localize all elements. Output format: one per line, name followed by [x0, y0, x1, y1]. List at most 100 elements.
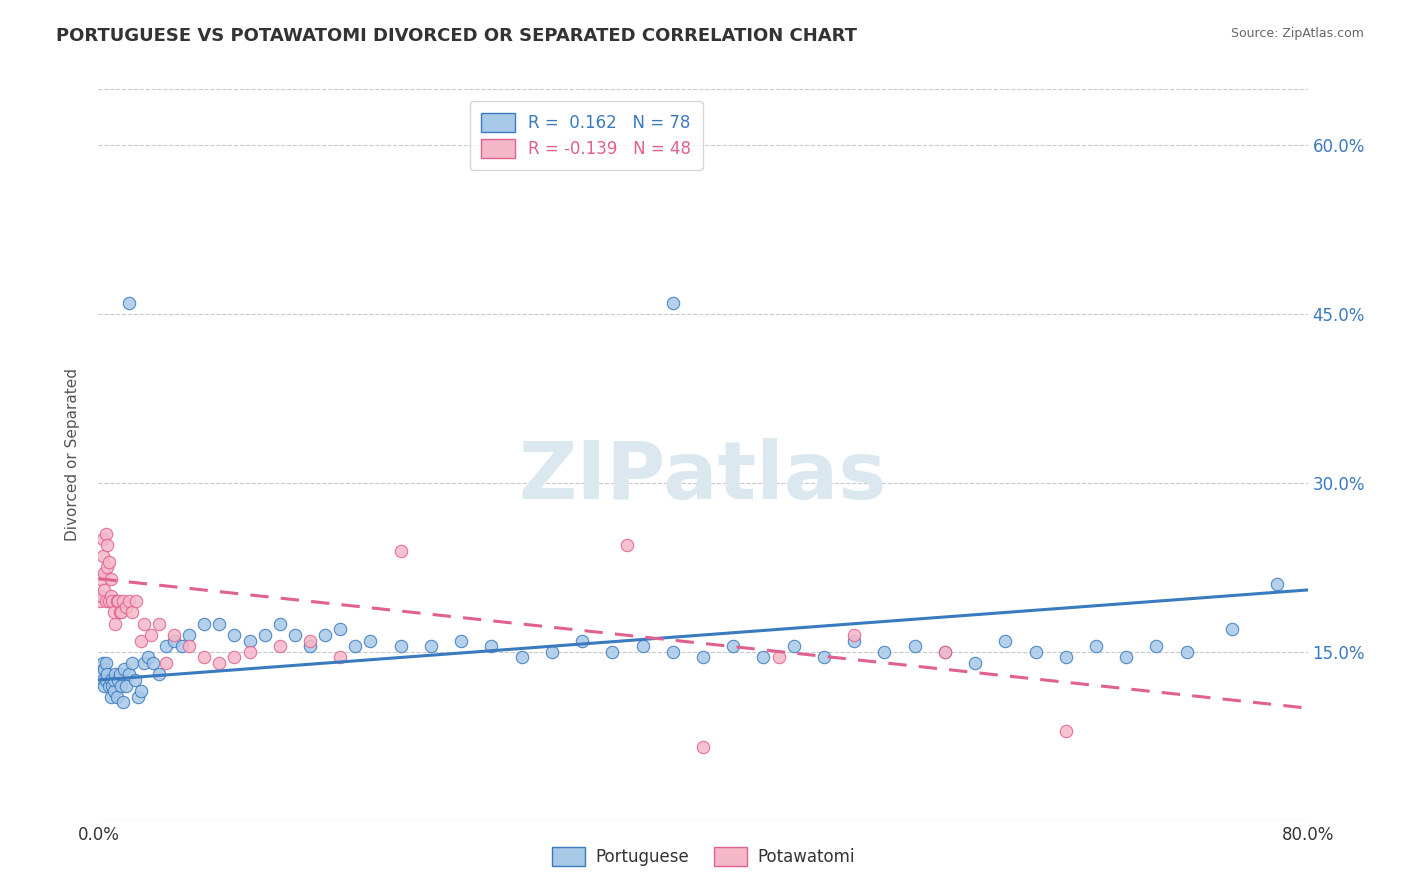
Point — [101, 679, 124, 693]
Point — [269, 616, 291, 631]
Point — [90, 572, 112, 586]
Point — [93, 679, 115, 693]
Point — [208, 616, 231, 631]
Point — [692, 740, 714, 755]
Point — [132, 616, 155, 631]
Point — [91, 549, 114, 564]
Point — [602, 645, 624, 659]
Point — [314, 628, 336, 642]
Point — [90, 667, 112, 681]
Point — [692, 650, 714, 665]
Point — [1085, 639, 1108, 653]
Point — [329, 650, 352, 665]
Text: ZIPatlas: ZIPatlas — [519, 438, 887, 516]
Point — [1144, 639, 1167, 653]
Point — [91, 656, 114, 670]
Point — [179, 639, 201, 653]
Point — [239, 633, 262, 648]
Point — [329, 623, 352, 637]
Point — [100, 572, 122, 586]
Point — [93, 582, 115, 597]
Point — [132, 656, 155, 670]
Point — [193, 650, 215, 665]
Point — [768, 650, 790, 665]
Y-axis label: Divorced or Separated: Divorced or Separated — [65, 368, 80, 541]
Point — [904, 639, 927, 653]
Point — [844, 633, 866, 648]
Point — [1054, 723, 1077, 738]
Point — [344, 639, 367, 653]
Point — [420, 639, 443, 653]
Point — [170, 639, 193, 653]
Point — [631, 639, 654, 653]
Point — [224, 650, 246, 665]
Point — [114, 679, 136, 693]
Point — [752, 650, 775, 665]
Point — [121, 606, 143, 620]
Point — [450, 633, 472, 648]
Point — [118, 667, 141, 681]
Point — [934, 645, 956, 659]
Point — [783, 639, 806, 653]
Point — [107, 594, 129, 608]
Point — [360, 633, 382, 648]
Point — [98, 594, 121, 608]
Text: PORTUGUESE VS POTAWATOMI DIVORCED OR SEPARATED CORRELATION CHART: PORTUGUESE VS POTAWATOMI DIVORCED OR SEP… — [56, 27, 858, 45]
Point — [142, 656, 165, 670]
Point — [481, 639, 503, 653]
Point — [389, 639, 412, 653]
Point — [100, 589, 122, 603]
Point — [100, 673, 122, 687]
Point — [125, 594, 148, 608]
Point — [101, 594, 124, 608]
Point — [299, 639, 322, 653]
Point — [510, 650, 533, 665]
Point — [93, 566, 115, 580]
Point — [103, 673, 125, 687]
Point — [193, 616, 215, 631]
Legend: R =  0.162   N = 78, R = -0.139   N = 48: R = 0.162 N = 78, R = -0.139 N = 48 — [470, 101, 703, 169]
Point — [148, 667, 170, 681]
Point — [813, 650, 835, 665]
Point — [110, 679, 132, 693]
Point — [104, 667, 127, 681]
Point — [124, 673, 146, 687]
Point — [994, 633, 1017, 648]
Point — [540, 645, 562, 659]
Point — [96, 538, 118, 552]
Point — [129, 633, 152, 648]
Point — [844, 628, 866, 642]
Point — [284, 628, 307, 642]
Point — [163, 633, 186, 648]
Point — [723, 639, 745, 653]
Point — [89, 594, 111, 608]
Point — [110, 606, 132, 620]
Point — [118, 594, 141, 608]
Point — [299, 633, 322, 648]
Point — [100, 690, 122, 704]
Point — [269, 639, 291, 653]
Point — [873, 645, 896, 659]
Point — [108, 606, 131, 620]
Point — [1115, 650, 1137, 665]
Point — [118, 296, 141, 310]
Point — [129, 684, 152, 698]
Point — [661, 645, 683, 659]
Point — [155, 639, 177, 653]
Point — [155, 656, 177, 670]
Point — [389, 543, 412, 558]
Point — [94, 526, 117, 541]
Point — [94, 673, 117, 687]
Point — [616, 538, 638, 552]
Point — [1024, 645, 1046, 659]
Point — [661, 296, 683, 310]
Point — [105, 594, 128, 608]
Point — [208, 656, 231, 670]
Point — [98, 679, 121, 693]
Point — [239, 645, 262, 659]
Point — [934, 645, 956, 659]
Point — [108, 667, 131, 681]
Point — [114, 599, 136, 614]
Point — [253, 628, 276, 642]
Point — [1054, 650, 1077, 665]
